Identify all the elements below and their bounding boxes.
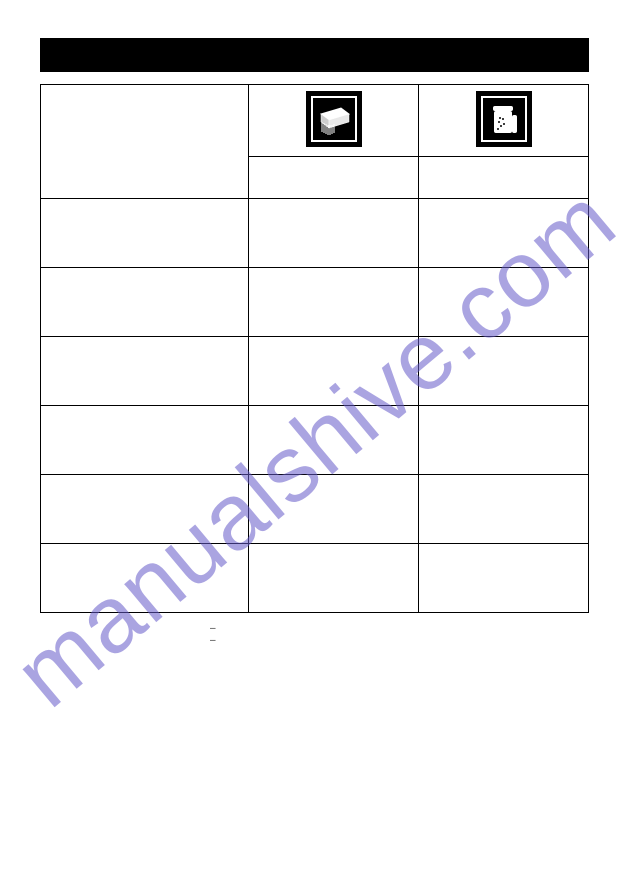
body-cell-1 bbox=[249, 406, 419, 475]
brush-icon bbox=[306, 91, 362, 147]
table-row bbox=[41, 337, 589, 406]
table-header-row bbox=[41, 85, 589, 157]
body-cell-1 bbox=[249, 268, 419, 337]
body-cell-2 bbox=[419, 406, 589, 475]
container-icon-svg bbox=[485, 100, 523, 138]
body-cell-label bbox=[41, 268, 249, 337]
body-cell-label bbox=[41, 406, 249, 475]
header-cell-icon1 bbox=[249, 85, 419, 157]
body-cell-label bbox=[41, 199, 249, 268]
body-cell-2 bbox=[419, 268, 589, 337]
body-cell-2 bbox=[419, 475, 589, 544]
table-row bbox=[41, 406, 589, 475]
footnotes: – – bbox=[40, 623, 589, 647]
footnote-line-2: – bbox=[210, 635, 589, 647]
body-cell-1 bbox=[249, 544, 419, 613]
header-cell-empty bbox=[41, 85, 249, 199]
body-cell-2 bbox=[419, 544, 589, 613]
page-content: – – bbox=[0, 0, 629, 685]
body-cell-1 bbox=[249, 199, 419, 268]
body-cell-2 bbox=[419, 199, 589, 268]
body-cell-label bbox=[41, 544, 249, 613]
header-cell-icon2 bbox=[419, 85, 589, 157]
table-row bbox=[41, 199, 589, 268]
body-cell-label bbox=[41, 337, 249, 406]
subheader-cell-1 bbox=[249, 157, 419, 199]
body-cell-2 bbox=[419, 337, 589, 406]
subheader-cell-2 bbox=[419, 157, 589, 199]
body-cell-1 bbox=[249, 475, 419, 544]
table-row bbox=[41, 544, 589, 613]
body-cell-1 bbox=[249, 337, 419, 406]
header-black-bar bbox=[40, 38, 589, 72]
footnote-line-1: – bbox=[210, 623, 589, 635]
table-row bbox=[41, 268, 589, 337]
main-table bbox=[40, 84, 589, 613]
brush-icon-svg bbox=[315, 102, 353, 136]
container-icon bbox=[476, 91, 532, 147]
body-cell-label bbox=[41, 475, 249, 544]
table-row bbox=[41, 475, 589, 544]
